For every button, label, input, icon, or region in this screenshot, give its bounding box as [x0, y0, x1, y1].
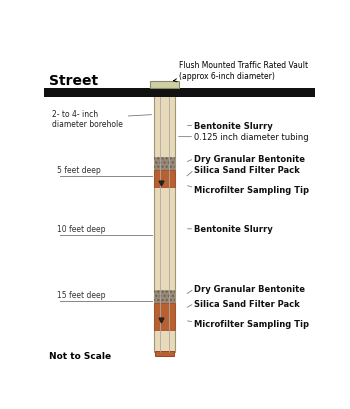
Text: Flush Mounted Traffic Rated Vault
(approx 6-inch diameter): Flush Mounted Traffic Rated Vault (appro…	[174, 61, 308, 83]
Text: 15 feet deep: 15 feet deep	[57, 290, 106, 299]
Bar	[154, 290, 175, 303]
Text: 0.125 inch diameter tubing: 0.125 inch diameter tubing	[194, 133, 309, 142]
Text: Silica Sand Filter Pack: Silica Sand Filter Pack	[194, 299, 300, 308]
Text: 5 feet deep: 5 feet deep	[57, 165, 101, 174]
Bar	[155, 351, 174, 356]
Text: Silica Sand Filter Pack: Silica Sand Filter Pack	[194, 166, 300, 175]
Bar	[154, 158, 175, 170]
Bar	[154, 170, 175, 188]
Bar	[149, 82, 180, 89]
Text: 10 feet deep: 10 feet deep	[57, 224, 106, 233]
Text: Street: Street	[49, 74, 98, 88]
Text: Not to Scale: Not to Scale	[49, 351, 111, 360]
Text: Dry Granular Bentonite: Dry Granular Bentonite	[194, 155, 305, 164]
Bar	[154, 89, 175, 352]
Bar	[154, 290, 175, 303]
Bar	[154, 158, 175, 170]
Text: Microfilter Sampling Tip: Microfilter Sampling Tip	[194, 185, 309, 194]
Bar	[44, 89, 315, 98]
Text: Bentonite Slurry: Bentonite Slurry	[194, 122, 273, 131]
Text: 2- to 4- inch
diameter borehole: 2- to 4- inch diameter borehole	[52, 109, 152, 129]
Bar	[154, 303, 175, 330]
Text: Microfilter Sampling Tip: Microfilter Sampling Tip	[194, 319, 309, 328]
Text: Bentonite Slurry: Bentonite Slurry	[194, 225, 273, 234]
Text: Dry Granular Bentonite: Dry Granular Bentonite	[194, 285, 305, 294]
